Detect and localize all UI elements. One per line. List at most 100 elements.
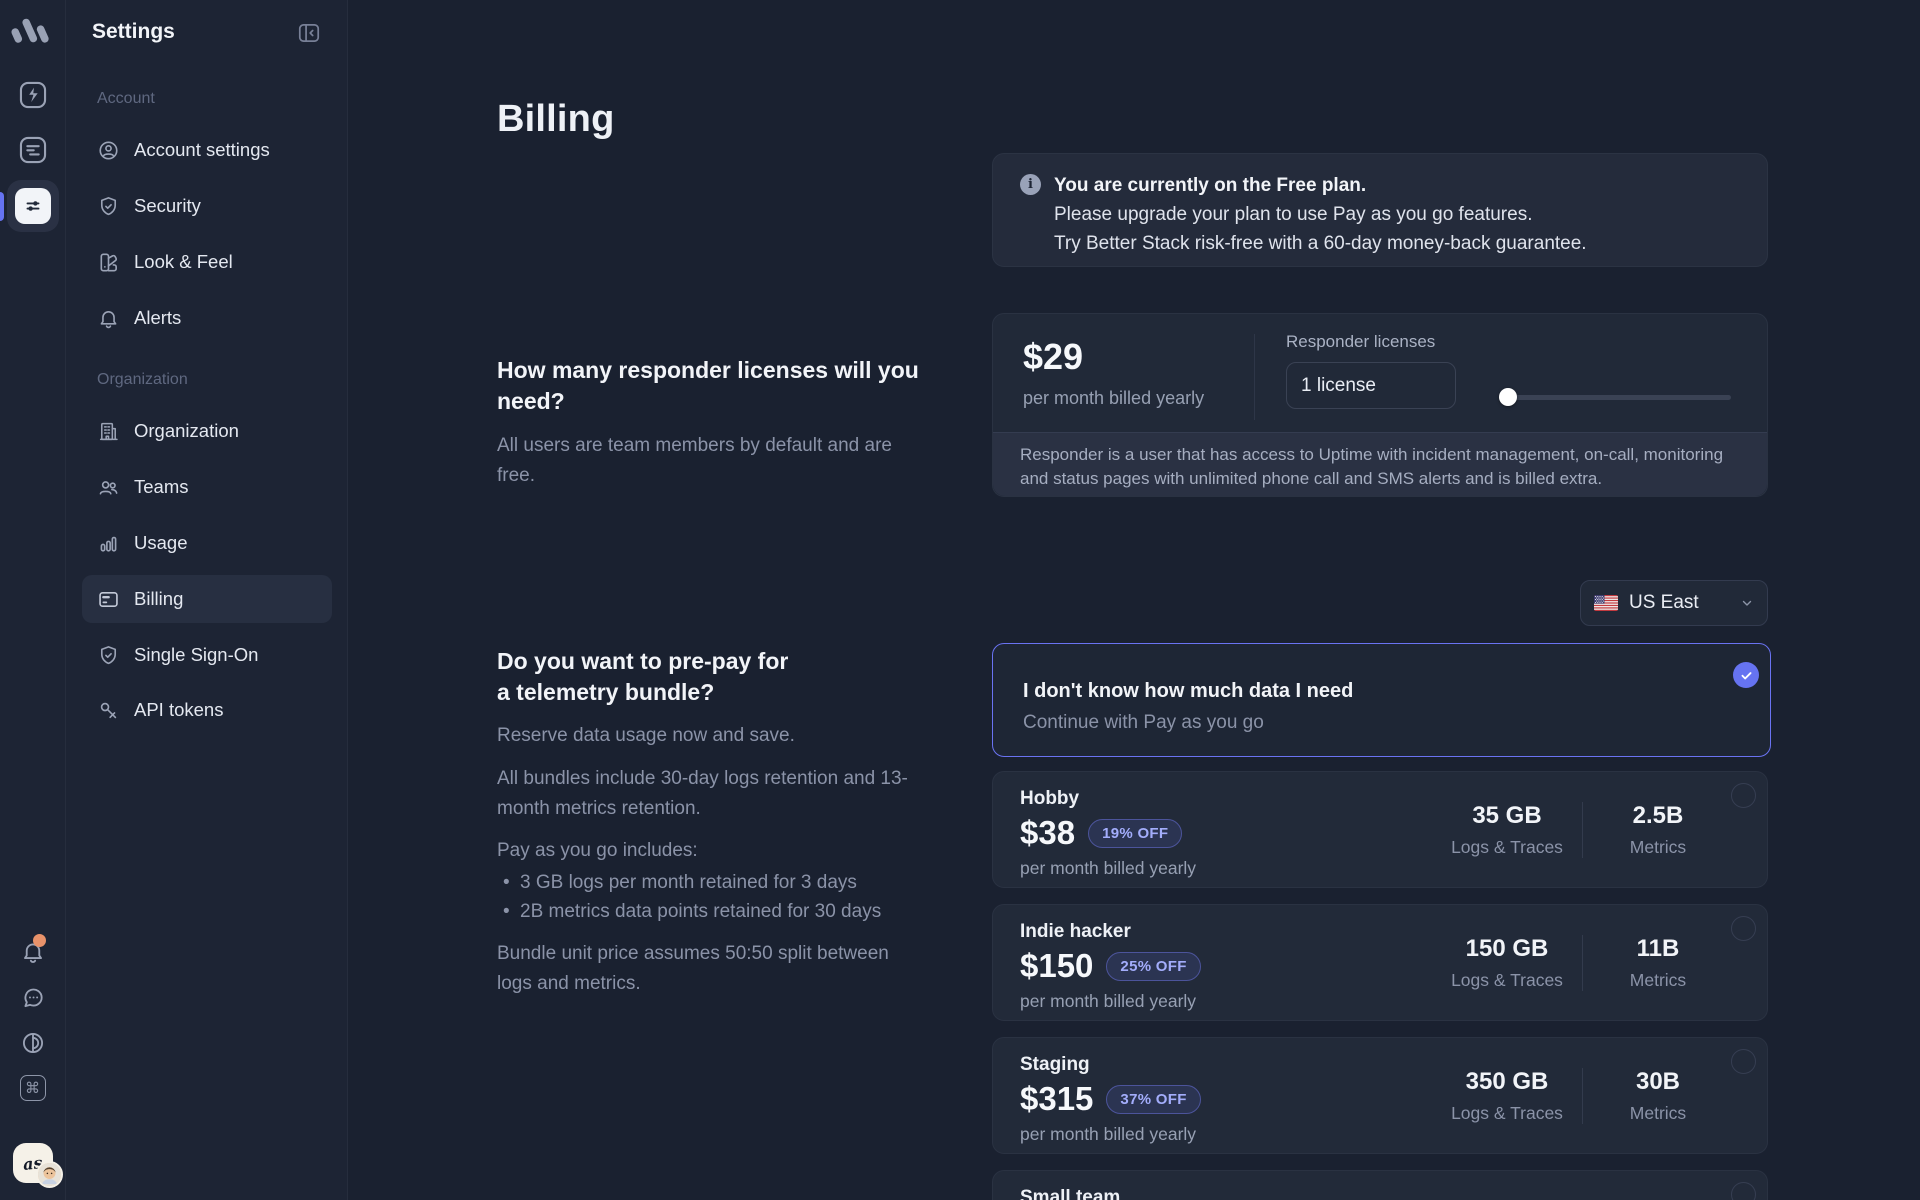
question-description: All users are team members by default an… — [497, 435, 892, 486]
credit-card-icon — [97, 588, 120, 611]
payg-option-subtitle: Continue with Pay as you go — [1023, 712, 1264, 733]
discount-badge: 19% OFF — [1088, 818, 1183, 848]
plan-name: Staging — [1020, 1054, 1090, 1075]
settings-sidebar: Settings Account Account settings — [66, 0, 348, 1200]
account-icon — [97, 139, 120, 162]
sidebar-item-look-and-feel[interactable]: Look & Feel — [82, 238, 332, 286]
sidebar-item-label: Billing — [134, 588, 184, 609]
plan-price: $150 — [1020, 947, 1094, 984]
metrics-label: Metrics — [1629, 969, 1687, 990]
slider-track[interactable] — [1501, 395, 1731, 400]
question-heading-line: Do you want to pre-pay for — [497, 648, 789, 674]
plan-price: $315 — [1020, 1080, 1094, 1117]
sidebar-item-teams[interactable]: Teams — [82, 463, 332, 511]
bundle-paragraph: Pay as you go includes: — [497, 840, 698, 861]
us-flag-icon — [1594, 595, 1618, 611]
collapse-sidebar-icon[interactable] — [296, 20, 322, 46]
logs-value: 150 GB — [1465, 934, 1549, 962]
question-heading-line: a telemetry bundle? — [497, 679, 715, 705]
sidebar-item-alerts[interactable]: Alerts — [82, 294, 332, 342]
sidebar-item-security[interactable]: Security — [82, 182, 332, 230]
payg-option-card[interactable]: I don't know how much data I need Contin… — [992, 643, 1771, 757]
sidebar-item-usage[interactable]: Usage — [82, 519, 332, 567]
plan-card-small-team[interactable]: Small team — [992, 1170, 1768, 1200]
theme-contrast-icon[interactable] — [13, 1023, 53, 1063]
info-icon: i — [1020, 174, 1041, 195]
plan-caption: per month billed yearly — [1020, 991, 1197, 1011]
responder-question-block: How many responder licenses will you nee… — [497, 355, 937, 491]
bundle-paragraph: Bundle unit price assumes 50:50 split be… — [497, 943, 889, 994]
notice-line: Please upgrade your plan to use Pay as y… — [1054, 204, 1533, 225]
sidebar-item-organization[interactable]: Organization — [82, 407, 332, 455]
responder-licenses-label: Responder licenses — [1286, 332, 1436, 351]
responder-price-box: $29 per month billed yearly Responder li… — [992, 313, 1768, 497]
chevron-down-icon — [1740, 596, 1754, 610]
plan-caption: per month billed yearly — [1020, 1124, 1197, 1144]
plan-radio[interactable] — [1731, 916, 1756, 941]
users-icon — [97, 476, 120, 499]
logs-label: Logs & Traces — [1451, 1102, 1563, 1123]
slider-thumb[interactable] — [1499, 388, 1517, 406]
responder-price: $29 — [1023, 336, 1084, 377]
region-selector[interactable]: US East — [1580, 580, 1768, 626]
plan-name: Small team — [1020, 1187, 1121, 1200]
command-glyph: ⌘ — [25, 1080, 40, 1097]
question-heading-line: How many responder licenses will you — [497, 357, 919, 383]
logs-value: 350 GB — [1465, 1067, 1549, 1095]
plan-name: Indie hacker — [1020, 921, 1131, 942]
plan-radio[interactable] — [1731, 1049, 1756, 1074]
responder-price-caption: per month billed yearly — [1023, 388, 1205, 408]
command-menu-icon[interactable]: ⌘ — [13, 1068, 53, 1108]
logs-icon[interactable] — [13, 130, 53, 170]
unread-notification-dot — [32, 934, 46, 947]
sidebar-item-billing[interactable]: Billing — [82, 575, 332, 623]
divider — [1582, 801, 1583, 858]
shield-check-icon — [97, 195, 120, 218]
settings-icon[interactable] — [15, 188, 51, 224]
user-avatar[interactable] — [36, 1161, 63, 1188]
sidebar-item-single-sign-on[interactable]: Single Sign-On — [82, 631, 332, 679]
bundle-paragraph: All bundles include 30-day logs retentio… — [497, 768, 908, 819]
divider — [1582, 934, 1583, 991]
responder-footnote: Responder is a user that has access to U… — [993, 432, 1767, 496]
swatches-icon — [97, 251, 120, 274]
sidebar-item-label: Single Sign-On — [134, 644, 259, 665]
uptime-icon[interactable] — [13, 75, 53, 115]
payg-option-title: I don't know how much data I need — [1023, 680, 1354, 702]
plan-radio[interactable] — [1731, 1182, 1756, 1200]
responder-licenses-slider[interactable] — [1499, 388, 1731, 406]
bundle-bullet: 2B metrics data points retained for 30 d… — [503, 897, 937, 926]
plan-card-staging[interactable]: Staging $315 37% OFF per month billed ye… — [992, 1037, 1768, 1154]
sidebar-item-api-tokens[interactable]: API tokens — [82, 686, 332, 734]
bundle-paragraph: Reserve data usage now and save. — [497, 725, 795, 746]
metrics-value: 2.5B — [1632, 801, 1684, 829]
notifications-bell-icon[interactable] — [13, 932, 53, 972]
discount-badge: 25% OFF — [1106, 951, 1201, 981]
sidebar-item-account-settings[interactable]: Account settings — [82, 126, 332, 174]
metrics-label: Metrics — [1629, 1102, 1687, 1123]
logs-label: Logs & Traces — [1451, 969, 1563, 990]
divider — [1254, 334, 1255, 420]
shield-check-icon — [97, 644, 120, 667]
plan-card-hobby[interactable]: Hobby $38 19% OFF per month billed yearl… — [992, 771, 1768, 888]
bell-icon — [97, 307, 120, 330]
plan-name: Hobby — [1020, 788, 1080, 809]
plan-card-indie-hacker[interactable]: Indie hacker $150 25% OFF per month bill… — [992, 904, 1768, 1021]
bar-chart-icon — [97, 532, 120, 555]
responder-licenses-input[interactable] — [1286, 362, 1456, 409]
region-label: US East — [1629, 592, 1699, 613]
key-icon — [97, 699, 120, 722]
better-stack-logo[interactable] — [10, 14, 56, 46]
sidebar-item-label: Account settings — [134, 139, 270, 160]
metrics-label: Metrics — [1629, 836, 1687, 857]
selected-check-icon[interactable] — [1733, 662, 1759, 688]
bundle-question-block: Do you want to pre-pay for a telemetry b… — [497, 646, 937, 999]
logs-label: Logs & Traces — [1451, 836, 1563, 857]
discount-badge: 37% OFF — [1106, 1084, 1201, 1114]
plan-radio[interactable] — [1731, 783, 1756, 808]
product-rail: ⌘ as — [0, 0, 66, 1200]
logs-value: 35 GB — [1472, 801, 1542, 829]
chat-icon[interactable] — [13, 978, 53, 1018]
free-plan-notice: i You are currently on the Free plan. Pl… — [992, 153, 1768, 267]
